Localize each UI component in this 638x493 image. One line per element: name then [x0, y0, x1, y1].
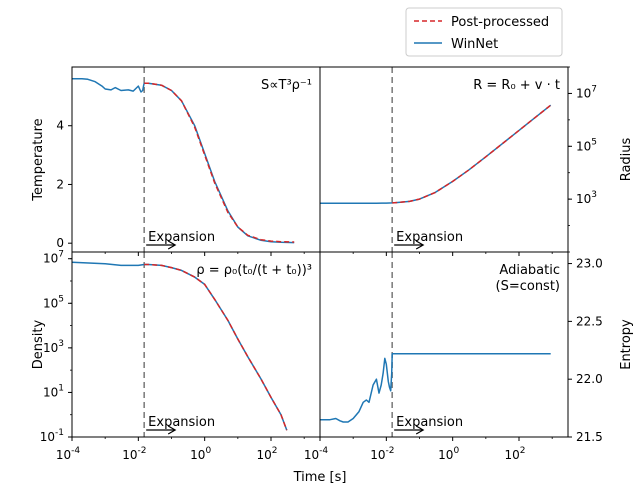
equation-annotation: S∝T³ρ⁻¹ — [261, 78, 312, 93]
series-line-winnet — [72, 261, 288, 431]
expansion-arrow-head — [167, 240, 177, 250]
y-tick-label: 101 — [43, 383, 64, 399]
x-tick-label: 10-2 — [370, 446, 394, 462]
y-tick-label: 107 — [43, 250, 64, 266]
expansion-label: Expansion — [396, 415, 463, 430]
y-tick-label: 10-1 — [40, 428, 64, 444]
y-axis-label: Density — [31, 319, 46, 369]
y-tick-label: 4 — [56, 119, 64, 133]
y-axis-label: Radius — [619, 137, 634, 181]
series-line-post-processed — [144, 263, 288, 431]
y-tick-label: 103 — [576, 190, 597, 206]
series-line-winnet — [320, 353, 551, 423]
series-line-post-processed — [144, 82, 295, 243]
x-tick-label: 102 — [504, 446, 525, 462]
series-line-winnet — [320, 104, 552, 204]
y-tick-label: 107 — [576, 84, 597, 100]
equation-annotation: ρ = ρ₀(t₀/(t + t₀))³ — [196, 263, 312, 278]
y-tick-label: 0 — [56, 236, 64, 250]
x-tick-label: 10-4 — [56, 446, 81, 462]
y-tick-label: 22.0 — [576, 372, 603, 386]
x-tick-label: 102 — [256, 446, 277, 462]
panel-2: Expansion ρ = ρ₀(t₀/(t + t₀))³ 10-1 101 103 1… — [31, 250, 321, 462]
expansion-arrow-head — [415, 240, 425, 250]
panel-frame — [319, 251, 569, 438]
y-tick-label: 23.0 — [576, 257, 603, 271]
y-tick-label: 22.5 — [576, 314, 603, 328]
equation-annotation: Adiabatic (S=const) — [496, 263, 561, 294]
x-tick-label: 10-2 — [122, 446, 146, 462]
expansion-label: Expansion — [148, 415, 215, 430]
x-tick-label: 100 — [438, 446, 459, 462]
expansion-label: Expansion — [396, 230, 463, 245]
panel-frame — [71, 66, 321, 253]
panels: Expansion S∝T³ρ⁻¹ 0 2 4 Temperature Expansion R… — [31, 66, 634, 462]
y-tick-label: 2 — [56, 177, 64, 191]
expansion-label: Expansion — [148, 230, 215, 245]
y-tick-label: 105 — [43, 294, 64, 310]
equation-annotation: R = R₀ + v · t — [473, 78, 560, 93]
y-tick-label: 103 — [43, 339, 64, 355]
legend-label-winnet: WinNet — [451, 37, 498, 52]
panel-frame — [319, 66, 569, 253]
x-axis-label: Time [s] — [293, 470, 347, 485]
panel-0: Expansion S∝T³ρ⁻¹ 0 2 4 Temperature — [31, 66, 321, 256]
panel-frame — [71, 251, 321, 438]
expansion-arrow-head — [415, 425, 425, 435]
series-line-post-processed — [392, 104, 552, 204]
x-tick-label: 100 — [190, 446, 211, 462]
panel-1: Expansion R = R₀ + v · t 103 105 107 Radius — [319, 66, 634, 256]
legend-label-post-processed: Post-processed — [451, 15, 549, 30]
y-tick-label: 105 — [576, 137, 597, 153]
x-tick-label: 10-4 — [304, 446, 329, 462]
expansion-arrow-head — [167, 425, 177, 435]
y-axis-label: Temperature — [31, 118, 46, 201]
legend-frame — [405, 7, 563, 57]
y-axis-label: Entropy — [619, 319, 634, 370]
legend: Post-processed WinNet — [405, 7, 563, 57]
series-line-winnet — [72, 77, 295, 244]
y-tick-label: 21.5 — [576, 430, 603, 444]
panel-3: Expansion Adiabatic (S=const) 21.5 22.0 22.5 2… — [304, 251, 634, 462]
